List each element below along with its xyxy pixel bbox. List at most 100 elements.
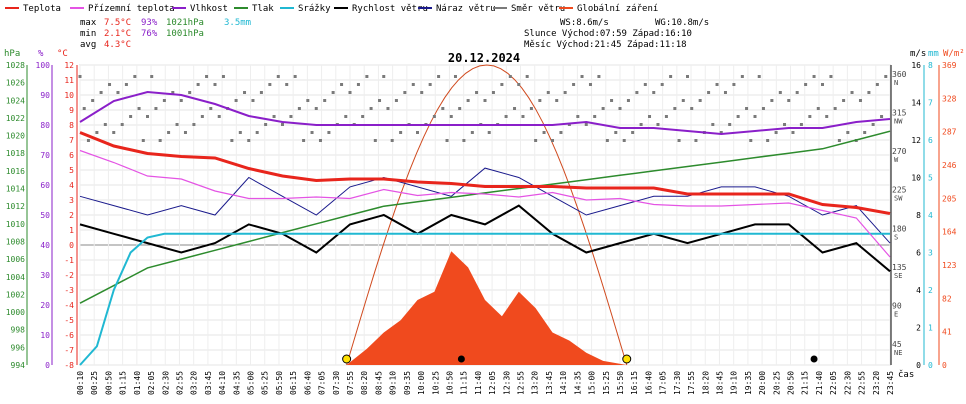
unit-pct: % [38,49,44,59]
humidity-tick: 100 [36,61,51,70]
x-tick-label: 16:40 [644,371,653,395]
x-axis: 00:10 00:25 00:50 01:15 01:40 02:05 02:30 02:55… [76,371,895,395]
wind-direction-point [154,107,158,110]
temp-tick: -2 [64,271,74,280]
stats-max-hum: 93% [141,18,158,28]
wind-direction-point [297,107,301,110]
wind-direction-point [614,131,618,134]
x-tick-label: 21:40 [815,371,824,395]
wind-direction-point [306,99,310,102]
wind-direction-point [382,75,386,78]
wind-direction-point [711,123,715,126]
wind-direction-point [192,123,196,126]
x-tick-label: 12:05 [488,371,497,395]
wind-direction-point [821,83,824,86]
x-tick-label: 15:00 [588,371,597,395]
wind-direction-point [690,107,694,110]
wind-direction-point [441,107,445,110]
wind-dir-label: SE [894,272,902,280]
x-tick-label: 00:10 [76,371,85,395]
wind-direction-point [86,139,90,142]
clear-sky-curve [346,64,628,366]
wind-direction-point [470,131,474,134]
x-tick-label: 20:25 [772,371,781,395]
wind-direction-point [95,131,99,134]
wind-dir-label: SW [894,195,903,203]
legend-label: Vlhkost [190,4,228,14]
x-tick-label: 07:30 [332,371,341,395]
wind-direction-point [416,131,419,134]
humidity-tick: 60 [40,181,50,190]
x-tick-label: 09:35 [403,371,412,395]
ground-temp-line [79,149,891,258]
temp-tick: 11 [64,76,74,85]
wind-direction-point [525,75,529,78]
radiation-tick: 328 [942,94,957,103]
wind-dir-tick: 135 [892,263,907,272]
pressure-tick: 1000 [6,308,25,317]
humidity-tick: 90 [40,91,50,100]
wind-direction-point [880,115,884,118]
pressure-tick: 994 [11,361,26,370]
x-tick-label: 03:20 [190,371,199,395]
x-tick-label: 06:40 [303,371,312,395]
radiation-tick: 164 [942,228,957,237]
wind-direction-point [816,107,820,110]
x-tick-label: 11:40 [474,371,483,395]
x-tick-label: 17:30 [673,371,682,395]
wind-direction-point [314,107,318,110]
wind-direction-point [542,131,546,134]
wind-direction-point [833,107,837,110]
unit-degc: °C [57,49,68,59]
stats-max-press: 1021hPa [166,18,204,28]
x-tick-label: 18:20 [701,371,710,395]
wind-direction-point [745,107,749,110]
stats-min-hum: 76% [141,29,158,39]
wind-direction-point [618,107,622,110]
temp-tick: 1 [69,226,74,235]
rain-tick: 4 [928,211,933,220]
wind-speed-tick: 0 [916,361,921,370]
wind-direction-point [635,91,639,94]
wind-direction-point [183,131,187,134]
wind-direction-point [601,107,605,110]
x-tick-label: 13:20 [531,371,540,395]
wind-direction-point [846,131,850,134]
radiation-tick: 205 [942,194,957,203]
wind-direction-point [572,83,576,86]
info-block: WS:8.6m/s WG:10.8m/s Slunce Východ:07:59… [524,18,709,50]
wind-direction-point [348,91,352,94]
x-tick-label: 17:55 [687,371,696,395]
x-tick-label: 16:15 [630,371,639,395]
wind-direction-point [293,75,297,78]
humidity-line [79,90,891,136]
wind-direction-point [656,123,660,126]
wind-direction-point [588,83,592,86]
wind-direction-point [230,139,234,142]
wind-direction-point [386,107,390,110]
wind-direction-point [91,99,95,102]
wind-direction-point [766,139,770,142]
wind-direction-point [112,131,116,134]
temp-tick: 0 [69,241,74,250]
x-tick-label: 22:30 [843,371,852,395]
wind-direction-point [247,139,251,142]
wind-direction-point [837,139,841,142]
wind-direction-point [698,99,702,102]
x-tick-label: 02:55 [175,371,184,395]
wind-dir-tick: 225 [892,186,907,195]
humidity-tick: 80 [40,121,50,130]
wind-direction-point [103,123,107,126]
wind-direction-point [871,123,875,126]
x-tick-label: 09:10 [389,371,398,395]
temp-tick: -4 [64,301,74,310]
legend-label: Srážky [298,4,331,14]
wind-direction-point [344,115,348,118]
temp-tick: -1 [64,256,74,265]
x-tick-label: 07:05 [318,371,327,395]
x-tick-label: 10:00 [417,371,426,395]
radiation-tick: 123 [942,261,957,270]
x-tick-label: 11:15 [460,371,469,395]
temp-tick: 4 [69,181,74,190]
x-tick-label: 05:50 [275,371,284,395]
